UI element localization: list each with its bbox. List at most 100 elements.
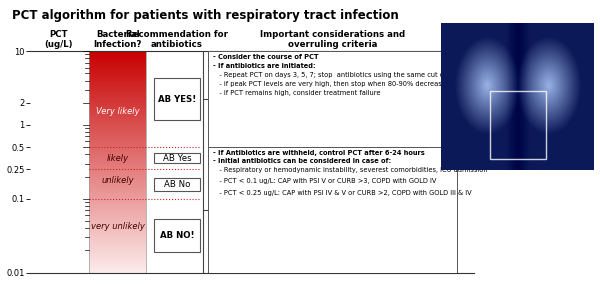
Bar bbox=[89, 89, 146, 90]
Bar bbox=[89, 140, 146, 141]
Bar bbox=[89, 264, 146, 265]
Bar bbox=[89, 71, 146, 72]
Bar bbox=[89, 116, 146, 117]
Bar bbox=[89, 225, 146, 226]
Bar bbox=[89, 80, 146, 81]
Bar bbox=[89, 203, 146, 204]
Bar bbox=[89, 223, 146, 224]
Bar bbox=[89, 230, 146, 231]
Bar bbox=[89, 146, 146, 147]
Bar bbox=[89, 84, 146, 85]
Bar bbox=[89, 201, 146, 202]
Bar bbox=[89, 93, 146, 94]
Bar bbox=[89, 123, 146, 124]
Text: Very likely: Very likely bbox=[96, 107, 139, 116]
Bar bbox=[89, 188, 146, 189]
Text: - if peak PCT levels are very high, then stop when 80-90% decrease of peak: - if peak PCT levels are very high, then… bbox=[212, 81, 473, 87]
Bar bbox=[89, 260, 146, 261]
Bar bbox=[89, 241, 146, 242]
Bar bbox=[89, 243, 146, 244]
Bar bbox=[89, 176, 146, 177]
Bar bbox=[89, 79, 146, 80]
Bar bbox=[89, 262, 146, 263]
Bar bbox=[89, 161, 146, 162]
Bar bbox=[89, 210, 146, 211]
Bar bbox=[89, 141, 146, 142]
Bar bbox=[89, 238, 146, 239]
Bar bbox=[154, 153, 200, 163]
Bar bbox=[89, 63, 146, 64]
Bar bbox=[89, 198, 146, 199]
Bar bbox=[89, 220, 146, 221]
Bar bbox=[89, 62, 146, 63]
Bar bbox=[89, 55, 146, 56]
Bar bbox=[89, 272, 146, 273]
Bar bbox=[89, 180, 146, 181]
Bar bbox=[89, 67, 146, 68]
Bar bbox=[89, 214, 146, 215]
Bar bbox=[89, 250, 146, 251]
Bar bbox=[89, 87, 146, 88]
Bar bbox=[89, 167, 146, 168]
Bar bbox=[89, 266, 146, 267]
Bar bbox=[89, 70, 146, 71]
Text: very unlikely: very unlikely bbox=[91, 222, 145, 231]
Text: - If antibiotics are initiated:: - If antibiotics are initiated: bbox=[212, 64, 316, 70]
Bar bbox=[89, 179, 146, 180]
Bar bbox=[89, 208, 146, 209]
Bar bbox=[89, 92, 146, 93]
Bar bbox=[89, 251, 146, 252]
Bar bbox=[89, 133, 146, 134]
Bar bbox=[89, 119, 146, 120]
Bar bbox=[89, 109, 146, 110]
Text: AB No: AB No bbox=[164, 179, 190, 189]
Bar bbox=[89, 259, 146, 260]
Bar bbox=[89, 191, 146, 192]
Bar bbox=[89, 224, 146, 225]
Bar bbox=[89, 168, 146, 169]
Bar bbox=[89, 159, 146, 160]
Bar bbox=[89, 229, 146, 230]
Bar bbox=[154, 220, 200, 252]
Bar bbox=[89, 137, 146, 138]
Bar bbox=[89, 128, 146, 129]
Bar bbox=[89, 172, 146, 173]
Text: Recommendation for
antibiotics: Recommendation for antibiotics bbox=[126, 30, 228, 49]
Bar bbox=[89, 209, 146, 210]
Bar bbox=[89, 226, 146, 227]
Text: PCT algorithm for patients with respiratory tract infection: PCT algorithm for patients with respirat… bbox=[12, 9, 399, 22]
Bar bbox=[89, 199, 146, 200]
Bar bbox=[89, 52, 146, 53]
Bar bbox=[89, 96, 146, 97]
Bar bbox=[208, 51, 457, 147]
Bar bbox=[89, 174, 146, 175]
Bar bbox=[89, 160, 146, 161]
Bar bbox=[89, 122, 146, 123]
Text: unlikely: unlikely bbox=[101, 176, 134, 185]
Bar bbox=[89, 237, 146, 238]
Bar bbox=[89, 105, 146, 106]
Bar bbox=[89, 185, 146, 186]
Bar bbox=[89, 130, 146, 131]
Bar bbox=[89, 193, 146, 194]
Bar bbox=[89, 56, 146, 57]
Bar bbox=[89, 177, 146, 178]
Bar bbox=[89, 256, 146, 257]
Bar bbox=[89, 153, 146, 154]
Bar bbox=[89, 205, 146, 206]
Bar bbox=[89, 190, 146, 191]
Bar bbox=[89, 91, 146, 92]
Bar bbox=[208, 147, 457, 273]
Bar bbox=[89, 181, 146, 182]
Text: - Consider the course of PCT: - Consider the course of PCT bbox=[212, 55, 319, 60]
Bar bbox=[89, 138, 146, 139]
Bar bbox=[89, 249, 146, 250]
Bar bbox=[89, 118, 146, 119]
Bar bbox=[89, 82, 146, 83]
Bar bbox=[89, 75, 146, 76]
Bar bbox=[89, 86, 146, 87]
Bar bbox=[89, 149, 146, 150]
Bar bbox=[89, 143, 146, 144]
Bar bbox=[89, 66, 146, 67]
Bar bbox=[89, 134, 146, 135]
